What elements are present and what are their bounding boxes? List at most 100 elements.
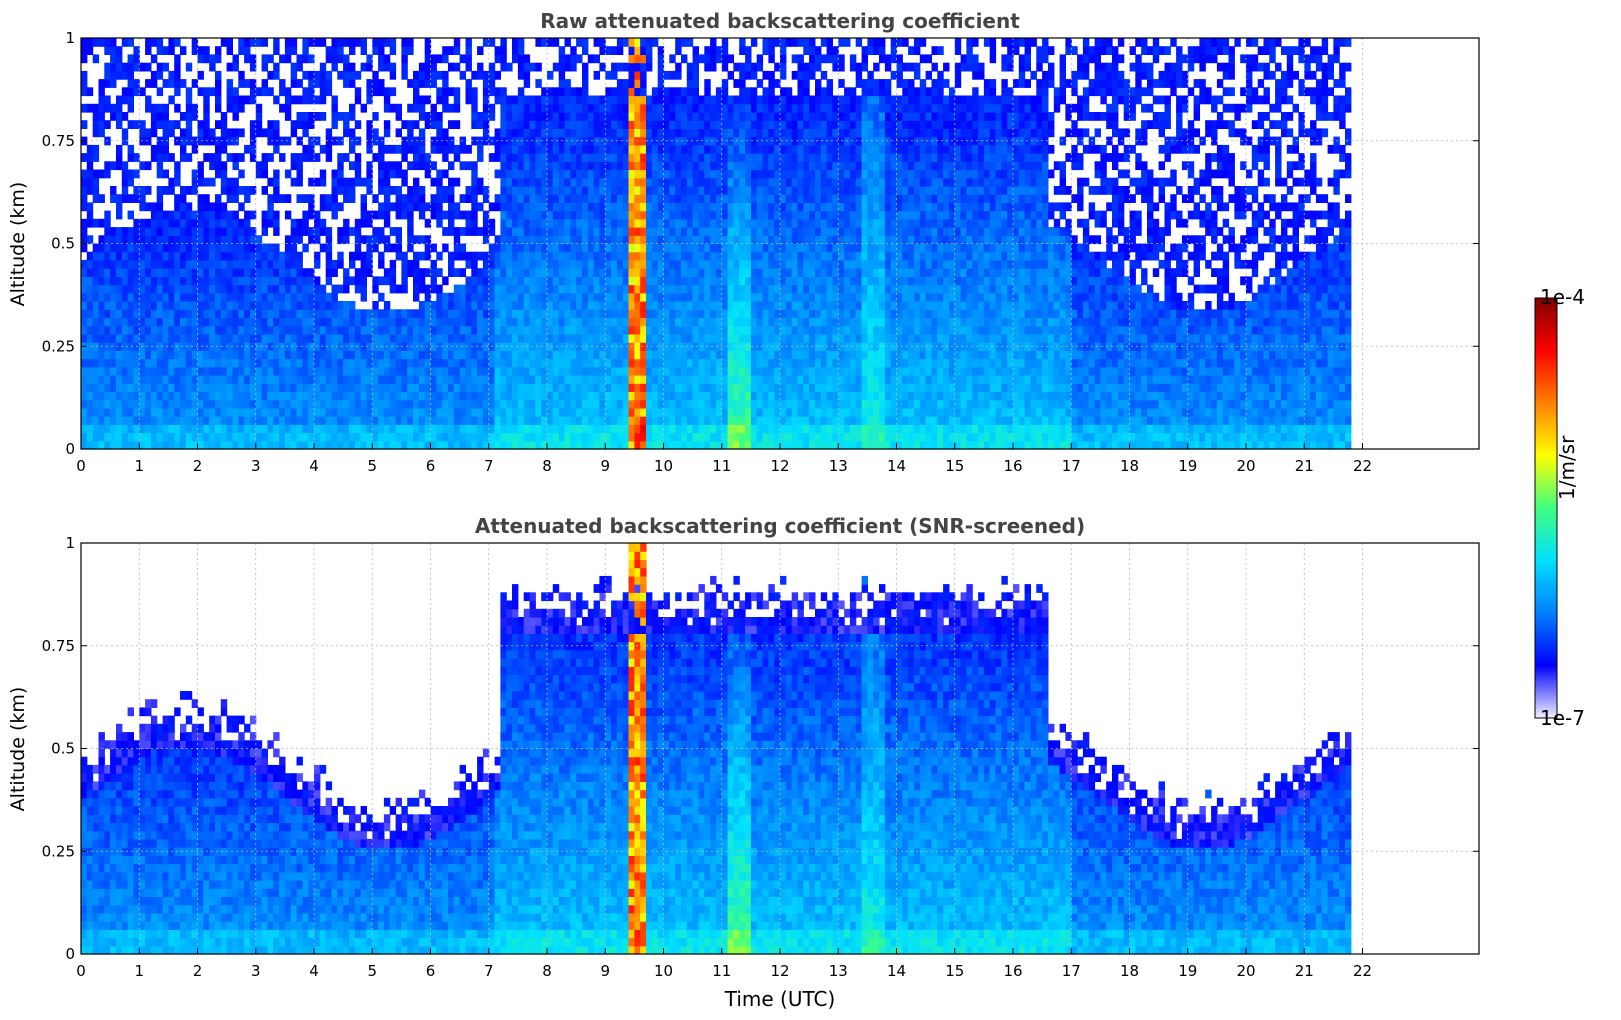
heatmap-cell [634,38,640,47]
heatmap-cell [378,367,384,376]
heatmap-cell [145,244,151,253]
heatmap-cell [733,400,739,409]
heatmap-cell [565,350,571,359]
heatmap-cell [669,235,675,244]
heatmap-cell [180,112,186,121]
heatmap-cell [413,318,419,327]
heatmap-cell [396,235,402,244]
heatmap-cell [471,367,477,376]
heatmap-cell [634,309,640,318]
heatmap-cell [524,104,530,113]
heatmap-cell [745,392,751,401]
heatmap-cell [518,128,524,137]
heatmap-cell [267,71,273,80]
heatmap-cell [413,375,419,384]
heatmap-cell [157,334,163,343]
heatmap-cell [262,186,268,195]
heatmap-cell [273,170,279,179]
heatmap-cell [314,392,320,401]
heatmap-cell [174,441,180,450]
heatmap-cell [413,367,419,376]
heatmap-cell [256,326,262,335]
heatmap-cell [168,186,174,195]
heatmap-cell [722,268,728,277]
heatmap-cell [87,424,93,433]
heatmap-cell [454,367,460,376]
heatmap-cell [757,79,763,88]
heatmap-cell [267,153,273,162]
heatmap-cell [366,309,372,318]
heatmap-cell [174,359,180,368]
heatmap-cell [337,334,343,343]
heatmap-cell [547,219,553,228]
heatmap-cell [209,235,215,244]
heatmap-cell [431,54,437,63]
heatmap-cell [81,268,87,277]
heatmap-cell [518,433,524,442]
heatmap-cell [151,79,157,88]
heatmap-cell [553,334,559,343]
heatmap-cell [180,128,186,137]
heatmap-cell [495,433,501,442]
heatmap-cell [611,186,617,195]
heatmap-cell [302,309,308,318]
heatmap-cell [302,383,308,392]
heatmap-cell [547,235,553,244]
heatmap-cell [157,120,163,129]
heatmap-cell [576,112,582,121]
heatmap-cell [570,309,576,318]
heatmap-cell [704,79,710,88]
heatmap-cell [227,63,233,72]
heatmap-cell [594,54,600,63]
heatmap-cell [174,416,180,425]
heatmap-cell [116,194,122,203]
heatmap-cell [495,145,501,154]
heatmap-cell [518,293,524,302]
heatmap-cell [605,161,611,170]
heatmap-cell [396,359,402,368]
heatmap-cell [267,433,273,442]
heatmap-cell [495,194,501,203]
heatmap-cell [128,441,134,450]
heatmap-cell [710,408,716,417]
heatmap-cell [396,326,402,335]
heatmap-cell [605,104,611,113]
heatmap-cell [611,71,617,80]
heatmap-cell [250,153,256,162]
heatmap-cell [273,375,279,384]
heatmap-cell [163,309,169,318]
heatmap-cell [687,293,693,302]
heatmap-cell [81,276,87,285]
heatmap-cell [681,252,687,261]
heatmap-cell [629,260,635,269]
heatmap-cell [209,202,215,211]
heatmap-cell [559,268,565,277]
heatmap-cell [93,54,99,63]
heatmap-cell [361,318,367,327]
heatmap-cell [512,285,518,294]
heatmap-cell [582,318,588,327]
heatmap-cell [588,367,594,376]
heatmap-cell [699,350,705,359]
heatmap-cell [693,244,699,253]
heatmap-cell [768,38,774,47]
heatmap-cell [629,309,635,318]
heatmap-cell [605,285,611,294]
heatmap-cell [332,211,338,220]
heatmap-cell [565,128,571,137]
heatmap-cell [436,416,442,425]
heatmap-cell [675,383,681,392]
heatmap-cell [244,293,250,302]
heatmap-cell [366,235,372,244]
heatmap-cell [693,424,699,433]
heatmap-cell [710,112,716,121]
heatmap-cell [198,309,204,318]
heatmap-cell [227,424,233,433]
heatmap-cell [512,375,518,384]
heatmap-cell [594,375,600,384]
heatmap-cell [699,178,705,187]
heatmap-cell [594,38,600,47]
heatmap-cell [594,392,600,401]
heatmap-cell [739,383,745,392]
heatmap-cell [419,71,425,80]
